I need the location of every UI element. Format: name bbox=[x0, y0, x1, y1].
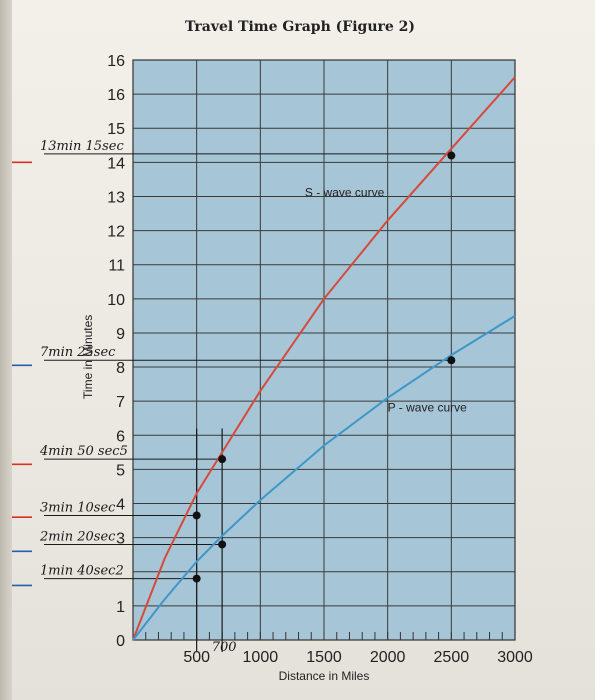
handwritten-time-label: 13min 15sec bbox=[40, 139, 124, 154]
x-axis-label: Distance in Miles bbox=[279, 669, 370, 683]
x-tick-label: 2500 bbox=[434, 649, 470, 666]
handwritten-time-label: 4min 50 sec5 bbox=[39, 444, 128, 459]
y-tick-label: 14 bbox=[107, 155, 125, 172]
y-tick-label: 8 bbox=[116, 360, 125, 377]
handwritten-time-label: 2min 20sec bbox=[39, 529, 116, 544]
y-tick-label: 9 bbox=[116, 326, 125, 343]
x-tick-label: 3000 bbox=[497, 649, 533, 666]
handwritten-labels: 13min 15sec 7min 25sec 4min 50 sec5 3min 10… bbox=[39, 139, 128, 579]
x-tick-label: 2000 bbox=[370, 649, 406, 666]
data-point bbox=[218, 540, 227, 549]
y-tick-label: 0 bbox=[116, 633, 125, 650]
y-tick-label: 16 bbox=[107, 53, 125, 70]
series-line bbox=[132, 315, 516, 641]
y-tick-label: 13 bbox=[107, 189, 125, 206]
margin-marks bbox=[12, 161, 32, 587]
handwritten-x-label: 700 bbox=[212, 640, 237, 655]
handwritten-guide-lines bbox=[44, 153, 452, 652]
curve-label: P - wave curve bbox=[388, 400, 467, 414]
handwritten-time-label: 7min 25sec bbox=[40, 345, 116, 360]
handwritten-time-label: 1min 40sec2 bbox=[40, 564, 124, 579]
x-tick-label: 1000 bbox=[243, 649, 279, 666]
y-tick-label: 4 bbox=[116, 497, 125, 514]
data-point bbox=[447, 151, 456, 160]
data-point bbox=[218, 455, 227, 464]
curve-annotations: S - wave curve P - wave curve bbox=[305, 185, 467, 414]
x-tick-labels: 500 1000 1500 2000 2500 3000 700 bbox=[183, 640, 533, 666]
data-point bbox=[192, 574, 201, 583]
series-line bbox=[132, 76, 516, 641]
chart-title: Travel Time Graph (Figure 2) bbox=[184, 19, 416, 35]
page-fold-shadow bbox=[0, 0, 12, 700]
data-point bbox=[447, 356, 456, 365]
y-tick-label: 16 bbox=[107, 87, 125, 104]
y-tick-label: 10 bbox=[107, 292, 125, 309]
x-tick-label: 1500 bbox=[306, 649, 342, 666]
data-point bbox=[192, 511, 201, 520]
y-tick-label: 12 bbox=[107, 224, 125, 241]
plot-frame bbox=[132, 59, 516, 641]
y-tick-label: 7 bbox=[116, 394, 125, 411]
y-tick-label: 6 bbox=[116, 428, 125, 445]
handwritten-time-label: 3min 10sec bbox=[40, 500, 116, 515]
curve-label: S - wave curve bbox=[305, 185, 385, 199]
y-tick-label: 11 bbox=[108, 258, 125, 275]
y-tick-label: 1 bbox=[116, 599, 125, 616]
y-tick-label: 5 bbox=[116, 462, 125, 479]
y-axis-label: Time in Minutes bbox=[81, 315, 95, 399]
series-lines bbox=[132, 76, 516, 641]
marked-points bbox=[192, 151, 456, 583]
y-tick-label: 3 bbox=[116, 531, 125, 548]
x-tick-label: 500 bbox=[183, 649, 210, 666]
y-tick-label: 15 bbox=[107, 121, 125, 138]
